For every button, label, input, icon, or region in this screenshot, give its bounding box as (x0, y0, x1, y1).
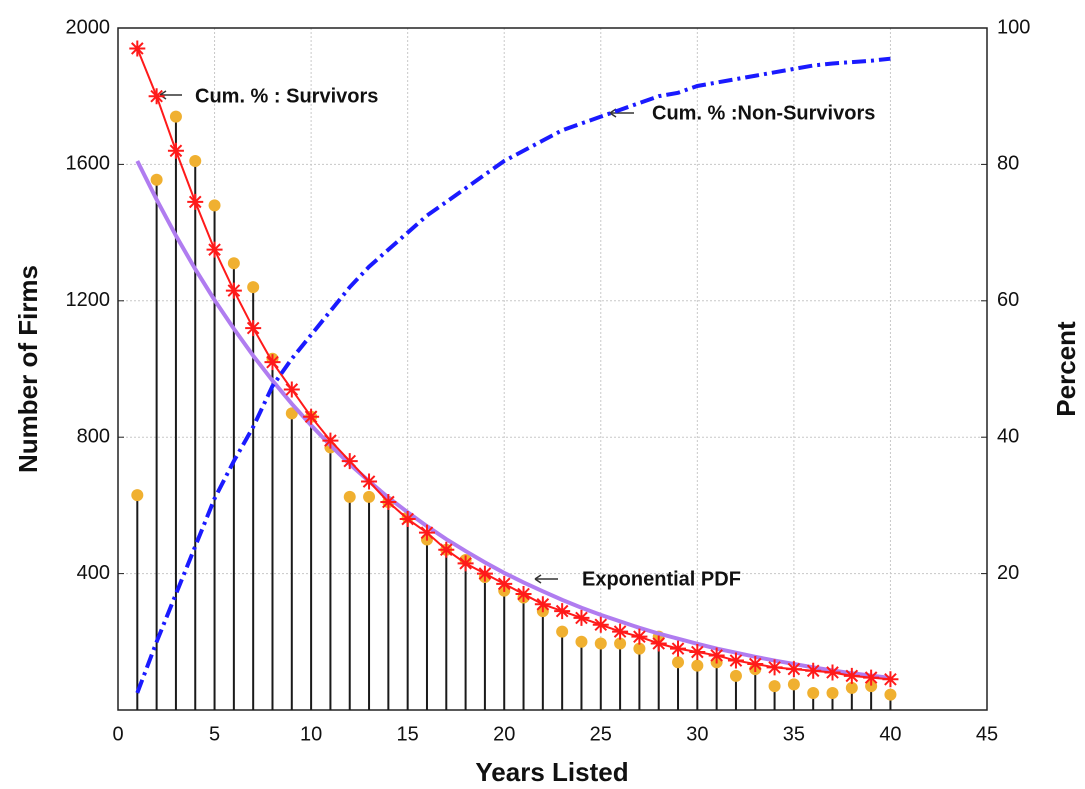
stem-marker (208, 199, 221, 212)
asterisk-marker (689, 644, 706, 661)
asterisk-marker (206, 241, 223, 258)
plot-frame (117, 27, 988, 711)
asterisk-marker (167, 142, 184, 159)
x-tick-label: 15 (397, 723, 419, 745)
y2-tick-label: 100 (997, 16, 1030, 38)
series-line (136, 48, 891, 681)
asterisk-marker (515, 586, 532, 603)
series-line (135, 56, 891, 694)
asterisk-marker (534, 596, 551, 613)
asterisk-marker (882, 671, 899, 688)
asterisk-marker (399, 511, 416, 528)
y2-tick-label: 40 (997, 425, 1019, 447)
asterisk-marker (650, 635, 667, 652)
stem-marker (556, 625, 569, 638)
asterisk-marker (476, 565, 493, 582)
asterisk-marker (361, 473, 378, 490)
x-tick-label: 0 (112, 723, 123, 745)
y-tick-label: 1200 (66, 289, 111, 311)
asterisk-marker (727, 652, 744, 669)
asterisk-marker (225, 282, 242, 299)
annotation: Cum. % : Survivors (195, 85, 378, 107)
stem-marker (575, 635, 588, 648)
stem-marker (343, 490, 356, 503)
asterisk-marker (283, 381, 300, 398)
stem-marker (672, 656, 685, 669)
asterisk-marker (708, 647, 725, 664)
x-tick-label: 40 (879, 723, 901, 745)
stem-marker (594, 637, 607, 650)
stem-marker (169, 110, 182, 123)
y-axis-title: Number of Firms (13, 265, 43, 473)
y-tick-label: 1600 (66, 153, 111, 175)
stem-marker (247, 281, 260, 294)
asterisk-marker (573, 609, 590, 626)
asterisk-marker (341, 453, 358, 470)
asterisk-marker (303, 408, 320, 425)
asterisk-marker (631, 628, 648, 645)
y-tick-label: 2000 (66, 16, 111, 38)
asterisk-marker (129, 40, 146, 57)
y-tick-label: 400 (77, 562, 110, 584)
asterisk-marker (496, 575, 513, 592)
x-tick-label: 45 (976, 723, 998, 745)
stem-marker (150, 173, 163, 186)
asterisk-marker (187, 193, 204, 210)
asterisk-marker (264, 354, 281, 371)
asterisk-marker (592, 616, 609, 633)
stem-marker (614, 637, 627, 650)
stem-marker (768, 680, 781, 693)
stem-marker (691, 659, 704, 672)
asterisk-marker (380, 493, 397, 510)
x-tick-label: 25 (590, 723, 612, 745)
asterisk-marker (785, 661, 802, 678)
asterisk-marker (245, 320, 262, 337)
stem-marker (884, 688, 897, 701)
asterisk-marker (612, 623, 629, 640)
asterisk-marker (148, 88, 165, 105)
asterisk-marker (554, 603, 571, 620)
asterisk-marker (805, 662, 822, 679)
x-tick-label: 20 (493, 723, 515, 745)
asterisk-marker (457, 555, 474, 572)
series-line (135, 160, 891, 680)
x-tick-label: 5 (209, 723, 220, 745)
y2-tick-label: 60 (997, 289, 1019, 311)
asterisk-marker (863, 669, 880, 686)
stem-marker (633, 642, 646, 655)
stem-marker (807, 686, 820, 699)
stem-marker (285, 407, 298, 420)
stem-marker (363, 490, 376, 503)
stem-marker (865, 680, 878, 693)
y-tick-label: 800 (77, 425, 110, 447)
asterisk-marker (747, 655, 764, 672)
stem-marker (729, 669, 742, 682)
stem-marker (845, 681, 858, 694)
y2-tick-label: 80 (997, 153, 1019, 175)
asterisk-marker (438, 541, 455, 558)
asterisk-marker (766, 659, 783, 676)
annotation: Cum. % :Non-Survivors (652, 102, 875, 124)
asterisk-marker (322, 432, 339, 449)
y2-axis-title: Percent (1051, 321, 1081, 417)
stem-marker (787, 678, 800, 691)
asterisk-marker (843, 667, 860, 684)
annotation: Exponential PDF (582, 568, 741, 590)
x-tick-label: 30 (686, 723, 708, 745)
stem-marker (227, 257, 240, 270)
asterisk-marker (670, 640, 687, 657)
x-tick-label: 10 (300, 723, 322, 745)
stem-marker (826, 686, 839, 699)
asterisk-marker (418, 524, 435, 541)
asterisk-marker (824, 664, 841, 681)
x-axis-title: Years Listed (475, 757, 628, 787)
y2-tick-label: 20 (997, 562, 1019, 584)
stem-marker (189, 154, 202, 167)
annotation-arrow-head (534, 574, 542, 584)
x-tick-label: 35 (783, 723, 805, 745)
stem-marker (131, 489, 144, 502)
